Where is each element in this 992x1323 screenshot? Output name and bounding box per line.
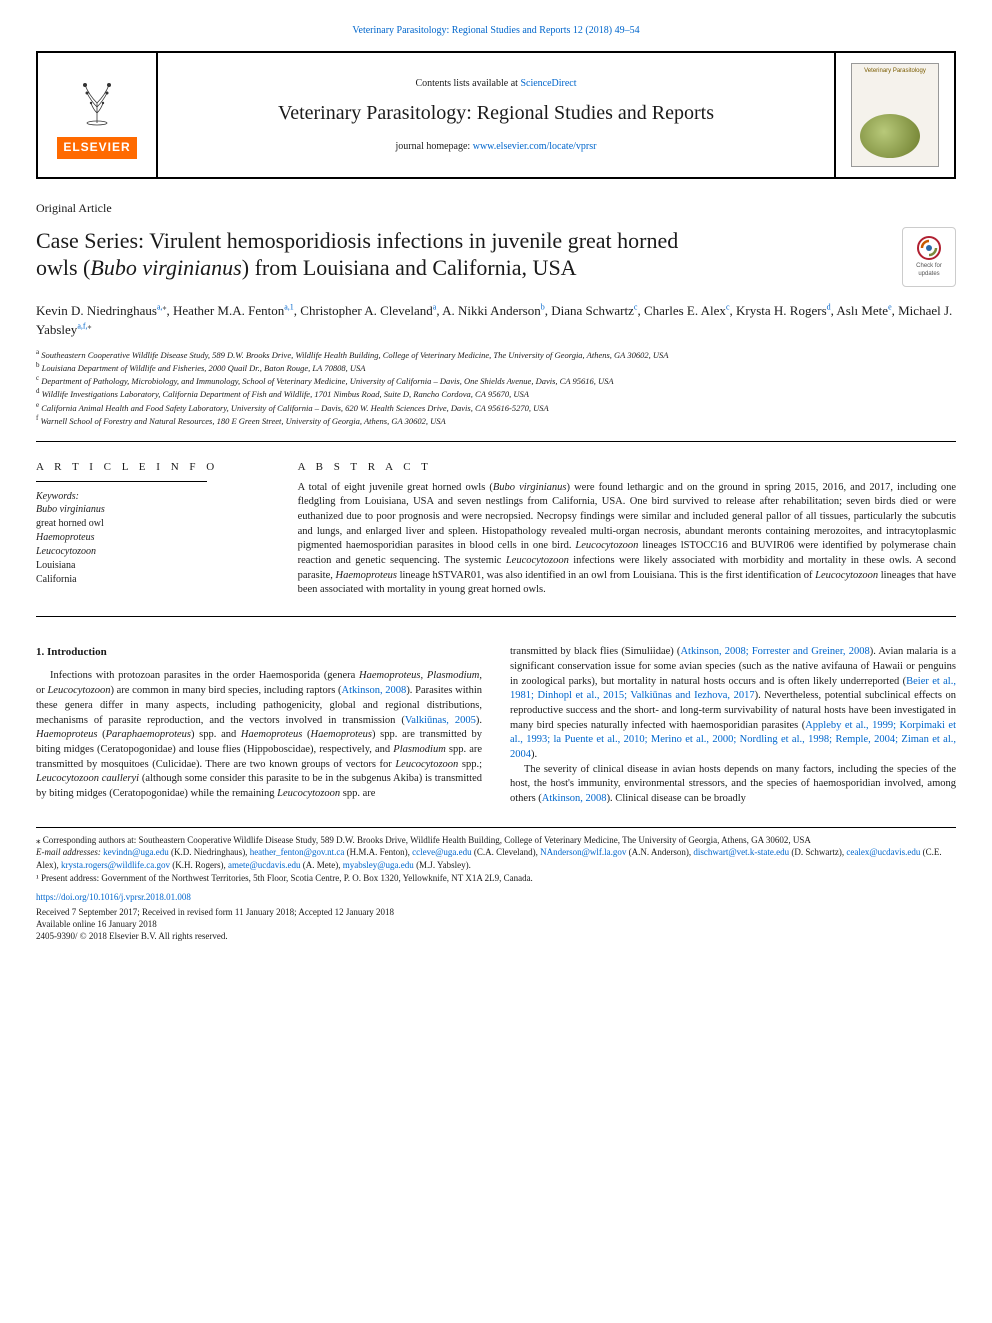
journal-cover-thumbnail: Veterinary Parasitology xyxy=(851,63,939,167)
body-right-p2: The severity of clinical disease in avia… xyxy=(510,763,956,807)
email-addresses: E-mail addresses: kevindn@uga.edu (K.D. … xyxy=(36,846,956,871)
footnotes: ⁎ Corresponding authors at: Southeastern… xyxy=(36,834,956,884)
top-journal-link[interactable]: Veterinary Parasitology: Regional Studie… xyxy=(352,25,639,36)
article-title: Case Series: Virulent hemosporidiosis in… xyxy=(36,227,902,282)
journal-header-box: ELSEVIER Contents lists available at Sci… xyxy=(36,51,956,179)
corresponding-author-note: ⁎ Corresponding authors at: Southeastern… xyxy=(36,834,956,847)
journal-name: Veterinary Parasitology: Regional Studie… xyxy=(278,100,714,126)
cover-thumbnail-cell: Veterinary Parasitology xyxy=(834,53,954,177)
contents-available-line: Contents lists available at ScienceDirec… xyxy=(415,77,576,90)
journal-homepage-link[interactable]: www.elsevier.com/locate/vprsr xyxy=(473,141,597,152)
abstract-text: A total of eight juvenile great horned o… xyxy=(298,481,956,599)
affiliations: a Southeastern Cooperative Wildlife Dise… xyxy=(36,348,956,428)
present-address-note: ¹ Present address: Government of the Nor… xyxy=(36,872,956,885)
check-for-updates-badge[interactable]: Check for updates xyxy=(902,227,956,287)
body-right-column: transmitted by black flies (Simuliidae) … xyxy=(510,645,956,807)
elsevier-label: ELSEVIER xyxy=(57,137,136,159)
elsevier-tree-icon xyxy=(67,71,127,131)
body-left-column: 1. Introduction Infections with protozoa… xyxy=(36,645,482,807)
author-list: Kevin D. Niedringhausa,⁎, Heather M.A. F… xyxy=(36,301,956,340)
article-info-abstract-block: A R T I C L E I N F O Keywords: Bubo vir… xyxy=(36,441,956,617)
footer-rule xyxy=(36,827,956,828)
abstract-heading: A B S T R A C T xyxy=(298,460,956,474)
doi-link[interactable]: https://doi.org/10.1016/j.vprsr.2018.01.… xyxy=(36,892,956,904)
publisher-logo-cell: ELSEVIER xyxy=(38,53,158,177)
body-columns: 1. Introduction Infections with protozoa… xyxy=(36,645,956,807)
abstract-column: A B S T R A C T A total of eight juvenil… xyxy=(294,442,956,616)
keywords-list: Bubo virginianusgreat horned owlHaemopro… xyxy=(36,503,274,587)
body-right-p1: transmitted by black flies (Simuliidae) … xyxy=(510,645,956,763)
article-history: Received 7 September 2017; Received in r… xyxy=(36,906,956,942)
intro-paragraph: Infections with protozoan parasites in t… xyxy=(36,669,482,801)
intro-heading: 1. Introduction xyxy=(36,645,482,659)
sciencedirect-link[interactable]: ScienceDirect xyxy=(520,78,576,89)
top-journal-ref: Veterinary Parasitology: Regional Studie… xyxy=(36,24,956,37)
article-info-heading: A R T I C L E I N F O xyxy=(36,460,274,474)
title-row: Case Series: Virulent hemosporidiosis in… xyxy=(36,227,956,287)
keywords-label: Keywords: xyxy=(36,490,274,503)
journal-homepage-line: journal homepage: www.elsevier.com/locat… xyxy=(396,140,597,153)
article-info-column: A R T I C L E I N F O Keywords: Bubo vir… xyxy=(36,442,294,616)
header-middle: Contents lists available at ScienceDirec… xyxy=(158,53,834,177)
updates-circle-icon xyxy=(916,235,942,261)
article-type: Original Article xyxy=(36,201,956,217)
